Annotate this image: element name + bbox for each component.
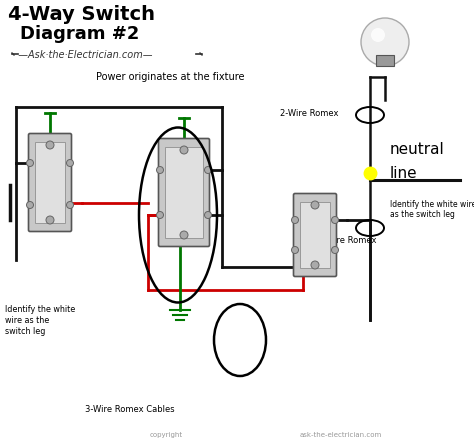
Circle shape (292, 247, 299, 254)
Circle shape (180, 231, 188, 239)
Text: 2-Wire Romex: 2-Wire Romex (280, 109, 338, 117)
Bar (35, 142, 65, 223)
Text: 4-Way Switch: 4-Way Switch (8, 5, 155, 24)
Text: Identify the white wire
as the switch leg: Identify the white wire as the switch le… (390, 200, 474, 219)
Circle shape (66, 159, 73, 166)
Text: line: line (390, 166, 418, 180)
Text: Diagram #2: Diagram #2 (20, 25, 139, 43)
Circle shape (331, 247, 338, 254)
Circle shape (292, 216, 299, 223)
Bar (300, 202, 330, 268)
Text: Power originates at the fixture: Power originates at the fixture (96, 72, 244, 82)
Circle shape (27, 201, 34, 208)
Circle shape (46, 141, 54, 149)
Bar (165, 147, 203, 238)
Circle shape (371, 28, 385, 42)
Circle shape (156, 212, 164, 219)
Circle shape (311, 201, 319, 209)
Circle shape (156, 166, 164, 173)
Circle shape (204, 212, 211, 219)
Text: 3-Wire Romex Cables: 3-Wire Romex Cables (85, 405, 175, 414)
Circle shape (331, 216, 338, 223)
Circle shape (180, 146, 188, 154)
Bar (376, 55, 394, 66)
Circle shape (204, 166, 211, 173)
Circle shape (311, 261, 319, 269)
Circle shape (66, 201, 73, 208)
Text: 2-Wire Romex: 2-Wire Romex (318, 236, 376, 245)
FancyBboxPatch shape (28, 134, 72, 232)
Circle shape (27, 159, 34, 166)
Text: copyright: copyright (150, 432, 183, 438)
Text: ask-the-electrician.com: ask-the-electrician.com (300, 432, 382, 438)
Text: —Ask·the·Electrician.com—: —Ask·the·Electrician.com— (12, 50, 153, 60)
FancyBboxPatch shape (158, 138, 210, 247)
Circle shape (46, 216, 54, 224)
Text: neutral: neutral (390, 142, 445, 158)
FancyBboxPatch shape (293, 194, 337, 276)
Circle shape (361, 18, 409, 66)
Text: Identify the white
wire as the
switch leg: Identify the white wire as the switch le… (5, 305, 75, 336)
